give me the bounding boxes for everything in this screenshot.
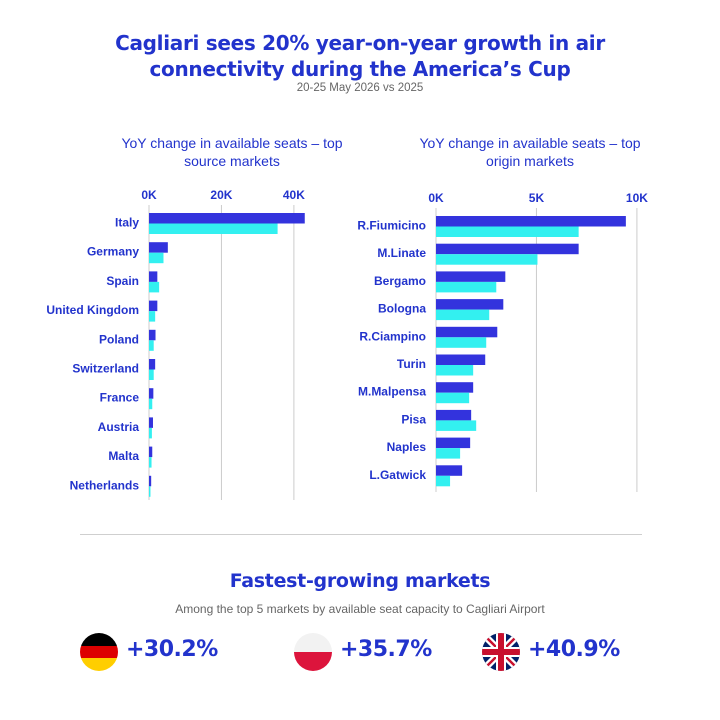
category-label: M.Linate	[377, 246, 426, 260]
bar-2025	[436, 281, 497, 293]
bar-2025	[436, 337, 487, 348]
bar-2026	[436, 299, 504, 310]
category-label: Italy	[115, 216, 139, 230]
bar-2025	[149, 311, 156, 322]
bar-2025	[149, 252, 164, 264]
bar-2025	[436, 309, 490, 321]
poland-flag-icon	[294, 633, 332, 671]
category-label: Germany	[87, 245, 139, 259]
uk-growth-value: +40.9%	[528, 637, 620, 662]
page-title: Cagliari sees 20% year-on-year growth in…	[0, 30, 720, 82]
category-label: R.Ciampino	[359, 329, 426, 343]
bar-2026	[149, 300, 158, 312]
uk-flag-icon	[482, 633, 520, 671]
chart-title-line-1: YoY change in available seats – top	[121, 135, 343, 151]
bar-2026	[436, 243, 579, 255]
fastest-growing-title: Fastest-growing markets	[229, 570, 491, 592]
bar-2025	[436, 226, 579, 237]
bar-2026	[436, 216, 626, 227]
category-label: Turin	[397, 357, 426, 371]
bar-2026	[149, 271, 158, 282]
tick-label: 10K	[626, 191, 648, 205]
bar-2026	[149, 329, 156, 341]
category-label: Bologna	[378, 302, 426, 316]
bar-2025	[436, 475, 451, 487]
fastest-growing-subtitle: Among the top 5 markets by available sea…	[175, 602, 545, 616]
page-subtitle: 20-25 May 2026 vs 2025	[296, 82, 424, 94]
tick-label: 40K	[283, 188, 305, 202]
tick-label: 0K	[428, 191, 444, 205]
bar-2026	[436, 271, 506, 282]
category-label: R.Fiumicino	[357, 219, 426, 233]
poland-growth-value: +35.7%	[340, 637, 432, 662]
category-label: M.Malpensa	[358, 385, 426, 399]
bar-2026	[149, 359, 156, 370]
bar-2025	[149, 398, 153, 410]
bar-2026	[436, 326, 498, 338]
bar-2026	[149, 213, 305, 224]
bar-2025	[436, 392, 470, 404]
bar-2025	[149, 427, 152, 439]
bar-2026	[149, 417, 153, 428]
category-label: Naples	[387, 440, 427, 454]
bar-2025	[436, 365, 474, 376]
bar-2026	[436, 465, 463, 476]
bar-2026	[149, 475, 152, 487]
tick-label: 5K	[529, 191, 545, 205]
bar-2025	[436, 254, 538, 265]
category-label: Switzerland	[72, 362, 139, 376]
bar-2026	[436, 409, 472, 421]
category-label: United Kingdom	[46, 303, 139, 317]
title-line-1: Cagliari sees 20% year-on-year growth in…	[115, 31, 605, 55]
bar-2025	[149, 281, 160, 293]
bar-2026	[149, 388, 154, 399]
category-label: Netherlands	[70, 478, 140, 492]
bar-2025	[436, 448, 461, 459]
section-divider	[80, 534, 642, 535]
bar-2025	[149, 486, 151, 497]
origin-markets-chart-title: YoY change in available seats – top orig…	[370, 134, 690, 170]
title-line-2: connectivity during the America’s Cup	[149, 57, 571, 81]
category-label: Spain	[106, 274, 139, 288]
chart-title-line-2: source markets	[184, 153, 280, 169]
category-label: Austria	[98, 420, 140, 434]
category-label: Poland	[99, 332, 139, 346]
bar-2025	[436, 420, 477, 431]
bar-2026	[436, 382, 474, 393]
germany-flag-icon	[80, 633, 118, 671]
bar-2026	[436, 437, 471, 449]
bar-2025	[149, 369, 154, 380]
bar-2025	[149, 457, 152, 468]
category-label: France	[100, 391, 140, 405]
tick-label: 0K	[141, 188, 157, 202]
category-label: Malta	[108, 449, 139, 463]
bar-2026	[149, 242, 168, 253]
source-markets-chart-title: YoY change in available seats – top sour…	[46, 134, 418, 170]
category-label: Pisa	[401, 412, 426, 426]
category-label: L.Gatwick	[369, 468, 426, 482]
chart-title-line-1: YoY change in available seats – top	[419, 135, 641, 151]
bar-2026	[149, 446, 153, 458]
bar-2025	[149, 223, 278, 234]
tick-label: 20K	[210, 188, 232, 202]
chart-title-line-2: origin markets	[486, 153, 574, 169]
bar-2025	[149, 340, 154, 351]
category-label: Bergamo	[374, 274, 426, 288]
bar-2026	[436, 354, 486, 365]
germany-growth-value: +30.2%	[126, 637, 218, 662]
